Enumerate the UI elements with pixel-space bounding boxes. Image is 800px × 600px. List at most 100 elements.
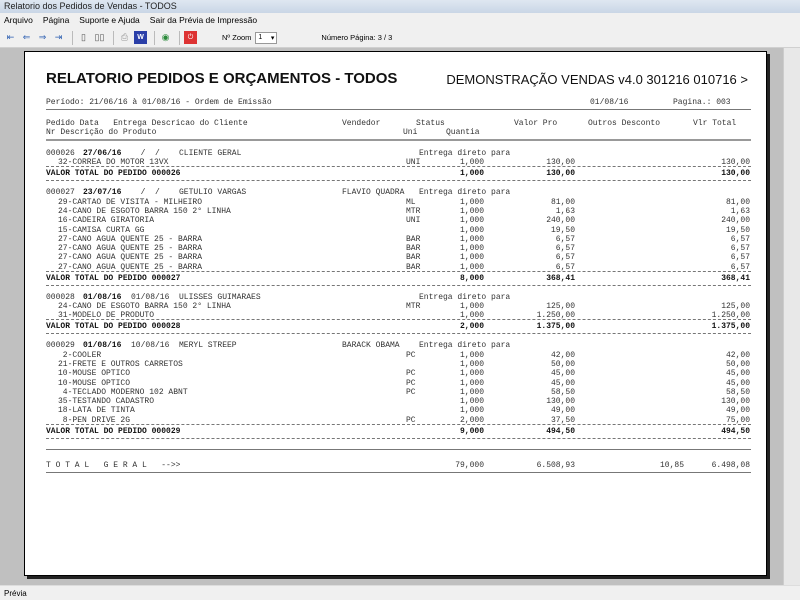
close-preview-icon[interactable]: ⏻	[184, 31, 197, 44]
status-bar: Prévia	[0, 585, 800, 600]
last-page-icon[interactable]: ⇥	[54, 32, 63, 42]
item-unit-price: 81,00	[550, 197, 575, 207]
item-total: 81,00	[725, 197, 750, 207]
item-product: 27-CANO AGUA QUENTE 25 - BARRA	[58, 244, 203, 254]
divider	[46, 448, 751, 450]
report-period: Período: 21/06/16 à 01/08/16 - Ordem de …	[46, 98, 272, 107]
item-product: 16-CADEIRA GIRATORIA	[58, 216, 155, 226]
zoom-select[interactable]: 1 ▾	[255, 31, 278, 44]
single-page-icon[interactable]: ▯	[81, 32, 86, 42]
two-pages-icon[interactable]: ▯▯	[94, 32, 105, 42]
item-unit: BAR	[406, 262, 421, 272]
item-unit-price: 240,00	[546, 216, 575, 226]
item-unit-price: 6,57	[555, 234, 575, 244]
item-total: 42,00	[725, 350, 750, 360]
divider	[46, 270, 751, 272]
order-total-quantity: 8,000	[459, 273, 484, 283]
col-pedido-header: Pedido Data Entrega Descricao do Cliente	[46, 119, 248, 128]
item-quantity: 1,000	[459, 206, 484, 216]
item-unit: BAR	[406, 244, 421, 254]
divider	[46, 423, 751, 425]
order-total-quantity: 1,000	[459, 169, 484, 179]
prev-page-icon[interactable]: ⇐	[22, 32, 31, 42]
divider	[46, 166, 751, 168]
separator	[179, 30, 180, 45]
order-total-label: VALOR TOTAL DO PEDIDO 000029	[46, 426, 181, 436]
item-total: 6,57	[730, 262, 750, 272]
order-total-quantity: 9,000	[459, 426, 484, 436]
item-quantity: 1,000	[459, 387, 484, 397]
item-unit-price: 45,00	[550, 369, 575, 379]
order-status: Entrega direto para	[419, 188, 511, 198]
item-unit-price: 1,63	[555, 206, 575, 216]
grand-total-quantity: 79,000	[455, 460, 484, 470]
menu-suporte[interactable]: Suporte e Ajuda	[79, 15, 140, 25]
item-product: 4-TECLADO MODERNO 102 ABNT	[58, 387, 188, 397]
item-total: 125,00	[721, 302, 750, 311]
order-total-total: 494,50	[721, 426, 750, 436]
first-page-icon[interactable]: ⇤	[6, 32, 15, 42]
chevron-down-icon: ▾	[270, 34, 275, 42]
item-quantity: 1,000	[459, 302, 484, 311]
divider	[46, 471, 751, 473]
order-delivery-date: 10/08/16	[131, 341, 170, 351]
item-quantity: 1,000	[459, 262, 484, 272]
zoom-value: 1	[258, 34, 263, 41]
item-quantity: 1,000	[459, 244, 484, 254]
col-vlr-total-header: Vlr Total	[693, 119, 737, 128]
menu-arquivo[interactable]: Arquivo	[4, 15, 33, 25]
email-globe-icon[interactable]: ◉	[161, 32, 170, 42]
item-total: 130,00	[721, 158, 750, 168]
toolbar: ⇤ ⇐ ⇒ ⇥ ▯ ▯▯ ⎙ W ◉ ⏻ Nº Zoom 1 ▾ Número P…	[0, 28, 800, 48]
next-page-icon[interactable]: ⇒	[38, 32, 47, 42]
report-title: RELATORIO PEDIDOS E ORÇAMENTOS - TODOS	[46, 70, 398, 87]
order-delivery-date: / /	[131, 149, 170, 158]
vertical-scrollbar[interactable]	[783, 48, 800, 585]
order-date: 27/06/16	[83, 149, 122, 158]
order-status: Entrega direto para	[419, 149, 511, 158]
report-system: DEMONSTRAÇÃO VENDAS v4.0 301216 010716 >	[446, 72, 748, 87]
divider	[46, 333, 751, 335]
item-total: 240,00	[721, 216, 750, 226]
item-unit-price: 130,00	[546, 397, 575, 407]
item-unit: UNI	[406, 158, 421, 168]
print-icon[interactable]: ⎙	[120, 32, 129, 42]
order-total-value: 368,41	[546, 273, 575, 283]
item-product: 27-CANO AGUA QUENTE 25 - BARRA	[58, 262, 203, 272]
item-product: 29-CARTAO DE VISITA - MILHEIRO	[58, 197, 203, 207]
item-unit: MTR	[406, 206, 421, 216]
item-unit-price: 1.250,00	[536, 311, 575, 321]
separator	[113, 30, 114, 45]
menu-pagina[interactable]: Página	[42, 15, 70, 25]
item-unit-price: 58,50	[550, 387, 575, 397]
preview-area: RELATORIO PEDIDOS E ORÇAMENTOS - TODOS D…	[0, 48, 783, 585]
order-seller: FLAVIO QUADRA	[342, 188, 405, 198]
menu-sair-previa[interactable]: Sair da Prévia de Impressão	[149, 15, 258, 25]
item-unit: PC	[406, 369, 416, 379]
report-page-number: Pagina.: 003	[673, 98, 731, 107]
item-unit: PC	[406, 387, 416, 397]
word-export-icon[interactable]: W	[134, 31, 147, 44]
item-quantity: 1,000	[459, 253, 484, 263]
item-unit-price: 42,00	[550, 350, 575, 360]
report-page: RELATORIO PEDIDOS E ORÇAMENTOS - TODOS D…	[24, 51, 767, 576]
order-date: 01/08/16	[83, 341, 122, 351]
order-delivery-date: / /	[131, 188, 170, 198]
order-total-label: VALOR TOTAL DO PEDIDO 000027	[46, 273, 181, 283]
item-quantity: 1,000	[459, 197, 484, 207]
item-quantity: 1,000	[459, 378, 484, 388]
item-quantity: 1,000	[459, 225, 484, 235]
item-product: 24-CANO DE ESGOTO BARRA 150 2° LINHA	[58, 302, 231, 311]
order-total-total: 130,00	[721, 169, 750, 179]
item-total: 50,00	[725, 359, 750, 369]
item-product: 2-COOLER	[58, 350, 102, 360]
order-client: MERYL STREEP	[179, 341, 237, 351]
order-status: Entrega direto para	[419, 292, 511, 302]
window-title: Relatorio dos Pedidos de Vendas - TODOS	[0, 0, 800, 13]
item-unit-price: 6,57	[555, 253, 575, 263]
order-date: 23/07/16	[83, 188, 122, 198]
item-unit-price: 49,00	[550, 406, 575, 416]
grand-total-total: 6.498,08	[711, 460, 750, 470]
order-date: 01/08/16	[83, 292, 122, 302]
col-vendedor-header: Vendedor	[342, 119, 381, 128]
